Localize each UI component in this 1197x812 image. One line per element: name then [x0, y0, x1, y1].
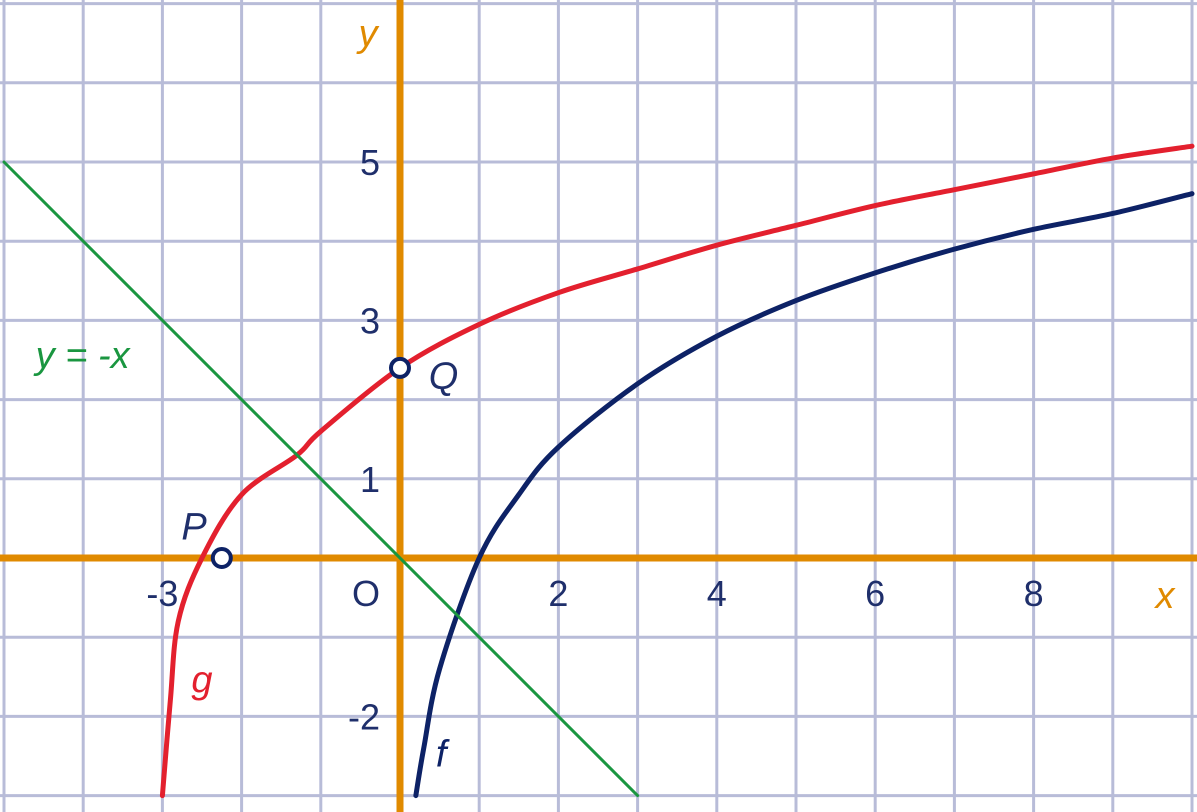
series-layer: [2, 143, 1195, 799]
series-f-curve: [413, 191, 1195, 799]
x-tick-label: -3: [146, 573, 178, 614]
origin-label: O: [352, 573, 380, 614]
x-tick-label: 2: [548, 573, 568, 614]
x-axis-label: x: [1154, 575, 1177, 617]
point-p-marker: [210, 547, 233, 569]
point-q-marker: [389, 356, 411, 379]
y-tick-label: 1: [360, 459, 380, 500]
y-axis-label: y: [356, 13, 380, 55]
series-label-g: g: [191, 660, 212, 702]
y-tick-label: 3: [360, 300, 380, 341]
y-tick-label: -2: [348, 696, 380, 737]
point-markers: [210, 356, 411, 569]
labels: -3 2 4 6 8 5 3 1 -2 O x y f g y = -x P Q: [33, 13, 1177, 775]
y-tick-label: 5: [360, 142, 380, 183]
point-p-label: P: [181, 506, 207, 548]
series-label-f: f: [436, 733, 450, 775]
x-tick-label: 6: [865, 573, 885, 614]
x-tick-label: 4: [707, 573, 727, 614]
series-g-curve: [159, 143, 1195, 799]
series-line-y-neg-x: [2, 160, 640, 798]
x-tick-label: 8: [1024, 573, 1044, 614]
point-q-label: Q: [429, 356, 459, 398]
series-label-line: y = -x: [33, 335, 132, 377]
